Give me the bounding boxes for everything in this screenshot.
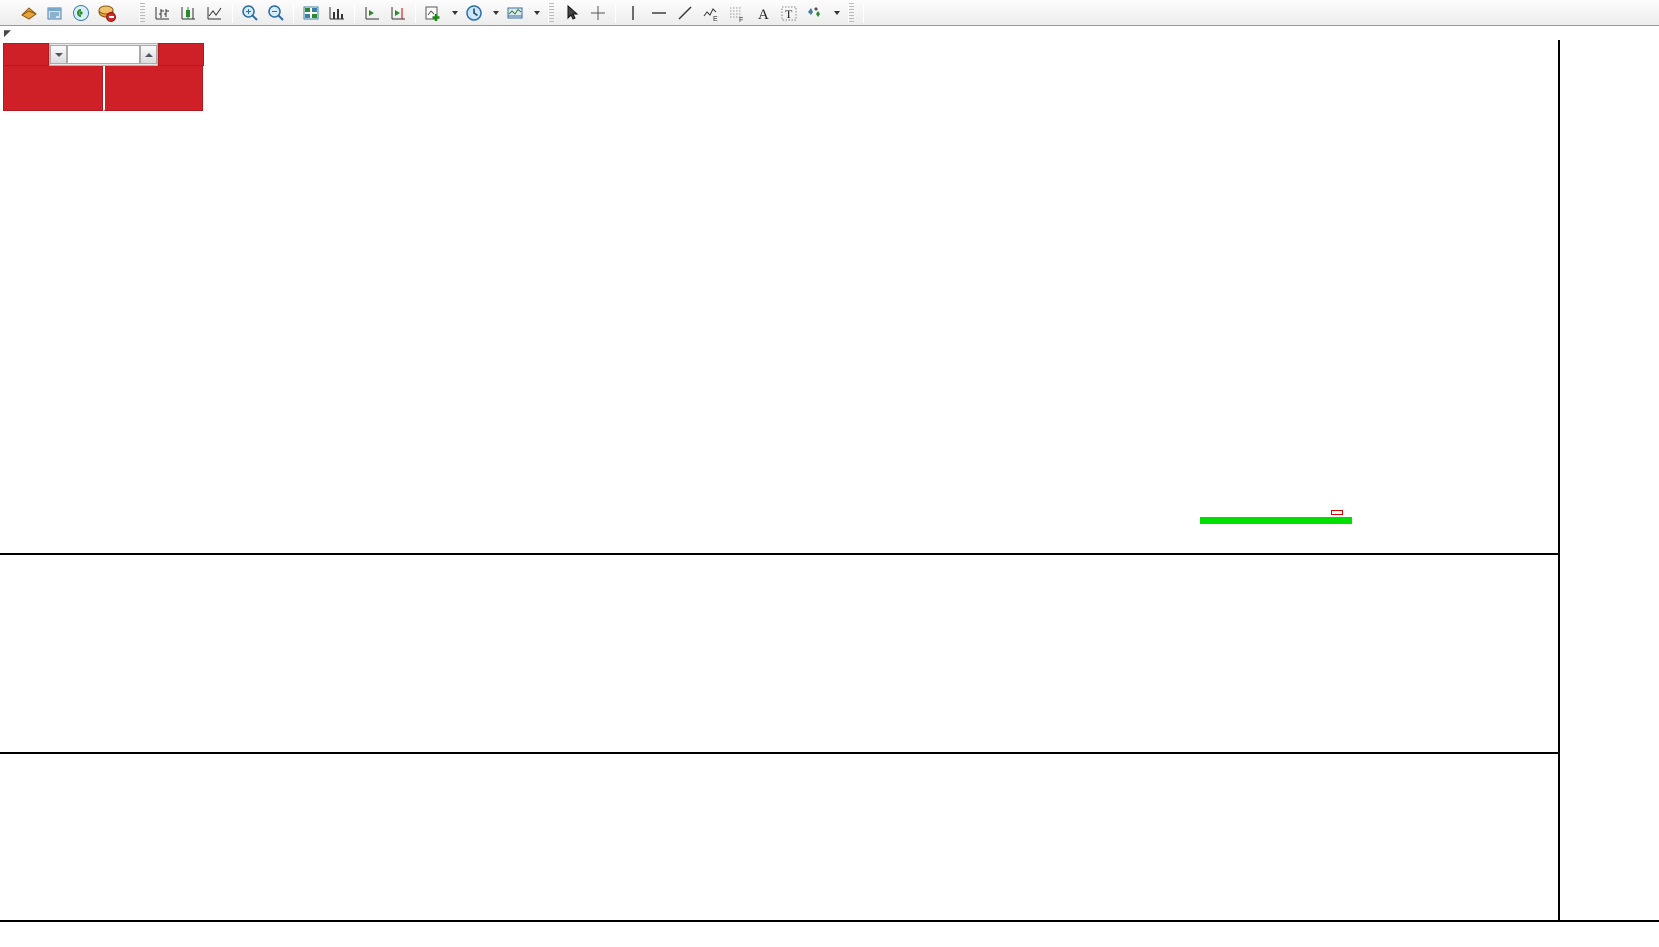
horizontal-line-icon[interactable] (646, 1, 672, 25)
data-window-grid-icon[interactable] (324, 1, 350, 25)
volume-input[interactable] (67, 45, 140, 64)
templates-icon[interactable] (502, 1, 528, 25)
elliott-wave-icon[interactable]: E (698, 1, 724, 25)
price-axis[interactable] (1558, 40, 1659, 920)
price-callout-box (1331, 510, 1343, 515)
text-label-icon[interactable]: A (750, 1, 776, 25)
toolbar-grip-1[interactable] (139, 2, 145, 23)
templates-dropdown-caret[interactable] (528, 1, 543, 25)
tile-windows-icon[interactable] (298, 1, 324, 25)
expert-advisors-icon[interactable] (16, 1, 42, 25)
rsi-chart-svg (0, 755, 1558, 920)
toolbar-separator-2 (293, 2, 294, 23)
buy-price-box[interactable] (103, 66, 203, 111)
toolbar-grip-2[interactable] (548, 2, 554, 23)
sell-price-box[interactable] (3, 66, 103, 111)
svg-text:E: E (713, 16, 718, 23)
one-click-trading-panel[interactable] (3, 43, 204, 111)
svg-text:F: F (739, 17, 743, 23)
crosshair-icon[interactable] (585, 1, 611, 25)
autotrading-button[interactable] (120, 1, 134, 25)
zoom-out-icon[interactable] (263, 1, 289, 25)
autotrading-icon[interactable] (94, 1, 120, 25)
svg-text:T: T (785, 7, 793, 21)
macd-chart-svg (0, 556, 1558, 750)
toolbar-separator-1 (232, 2, 233, 23)
cursor-icon[interactable] (559, 1, 585, 25)
indicators-dropdown-caret[interactable] (446, 1, 461, 25)
chart-symbol-marker-icon: ◤ (4, 28, 11, 38)
line-chart-icon[interactable] (202, 1, 228, 25)
shift-start-icon[interactable] (359, 1, 385, 25)
objects-dropdown-caret[interactable] (828, 1, 843, 25)
fibonacci-icon[interactable]: F (724, 1, 750, 25)
text-icon[interactable]: T (776, 1, 802, 25)
volume-increment-button[interactable] (140, 45, 157, 64)
objects-icon[interactable] (802, 1, 828, 25)
vertical-line-icon[interactable] (620, 1, 646, 25)
trendline-icon[interactable] (672, 1, 698, 25)
symbol-quote-line: ◤ (0, 27, 1659, 40)
indicators-icon[interactable] (420, 1, 446, 25)
toolbar-separator-6 (863, 2, 864, 23)
svg-text:A: A (758, 7, 769, 23)
price-pane[interactable] (0, 40, 1558, 552)
toolbar-separator-3 (354, 2, 355, 23)
signals-icon[interactable] (68, 1, 94, 25)
chart-canvas[interactable] (0, 40, 1659, 947)
period-dropdown-caret[interactable] (487, 1, 502, 25)
zoom-in-icon[interactable] (237, 1, 263, 25)
candlestick-chart-icon[interactable] (176, 1, 202, 25)
sell-button[interactable] (3, 43, 49, 66)
volume-decrement-button[interactable] (50, 45, 67, 64)
pane-separator-macd (0, 553, 1659, 555)
main-toolbar: E F A T (0, 0, 1659, 26)
bar-chart-icon[interactable] (150, 1, 176, 25)
time-axis[interactable] (0, 920, 1659, 947)
toolbar-separator-4 (415, 2, 416, 23)
macd-pane[interactable] (0, 556, 1558, 750)
price-chart-svg (0, 40, 1558, 552)
period-icon[interactable] (461, 1, 487, 25)
rsi-pane[interactable] (0, 755, 1558, 920)
shift-end-icon[interactable] (385, 1, 411, 25)
toolbar-separator-5 (615, 2, 616, 23)
buy-button[interactable] (158, 43, 204, 66)
toolbar-grip-3[interactable] (848, 2, 854, 23)
support-zone-highlight (1200, 517, 1352, 524)
data-window-icon[interactable] (42, 1, 68, 25)
volume-stepper[interactable] (49, 43, 158, 66)
new-order-button[interactable] (2, 1, 16, 25)
pane-separator-rsi (0, 752, 1659, 754)
